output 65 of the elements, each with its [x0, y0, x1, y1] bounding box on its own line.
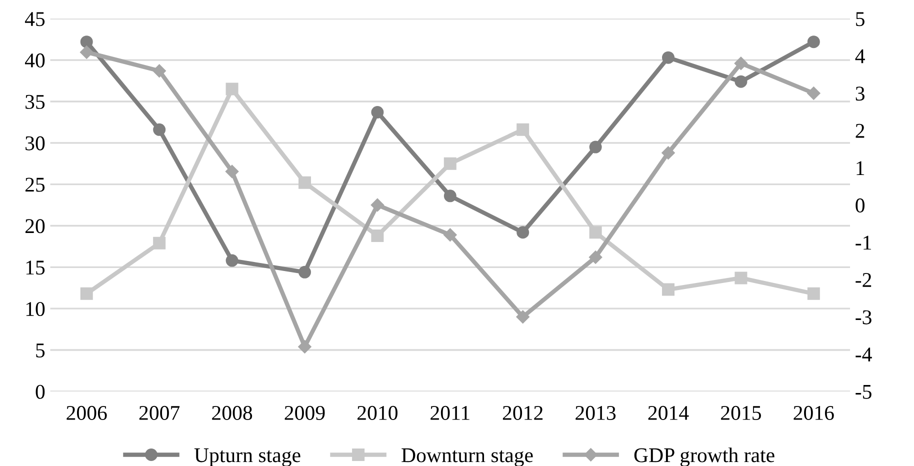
point	[807, 36, 820, 48]
point	[371, 229, 384, 242]
x-tick-label: 2010	[358, 406, 398, 420]
point	[516, 226, 530, 239]
point	[589, 140, 602, 154]
point	[298, 340, 312, 354]
x-tick-label: 2006	[66, 406, 107, 420]
y-tick-label: 5	[36, 344, 45, 358]
point	[152, 64, 166, 78]
point	[444, 157, 456, 170]
point	[370, 198, 384, 212]
point	[153, 236, 166, 250]
point	[662, 146, 675, 160]
point	[80, 287, 93, 300]
point	[516, 123, 530, 136]
y2-tick-label: 5	[856, 12, 864, 26]
y2-tick-label: 0	[856, 198, 865, 212]
y-tick-label: 25	[25, 178, 45, 192]
x-tick-label: 2011	[430, 406, 470, 420]
x-tick-label: 2012	[502, 406, 543, 420]
point	[298, 266, 311, 278]
point	[444, 190, 456, 202]
point	[589, 226, 602, 239]
point	[734, 75, 748, 88]
y2-tick-label: -1	[856, 236, 871, 250]
y-tick-label: 45	[24, 12, 45, 26]
point	[80, 46, 94, 59]
x-tick-label: 2014	[648, 406, 689, 420]
point	[588, 250, 602, 264]
x-tick-label: 2008	[212, 406, 252, 420]
y-tick-label: 35	[26, 94, 45, 109]
x-tick-label: 2015	[721, 406, 761, 420]
point	[444, 228, 457, 242]
y-tick-label: 15	[26, 260, 45, 275]
point	[226, 254, 238, 267]
point	[298, 176, 311, 189]
y2-tick-label: -3	[856, 310, 872, 324]
x-tick-label: 2007	[139, 406, 180, 420]
y2-tick-label: 1	[856, 161, 864, 175]
x-tick-label: 2013	[576, 406, 616, 420]
point	[734, 56, 748, 70]
x-tick-label: 2009	[284, 406, 325, 420]
y2-tick-label: -5	[856, 385, 872, 399]
point	[226, 82, 238, 96]
point	[153, 123, 166, 136]
y2-tick-label: 4	[855, 49, 865, 64]
y-tick-label: 40	[24, 53, 45, 68]
y2-tick-label: 3	[856, 86, 864, 101]
point	[80, 36, 93, 48]
point	[662, 283, 675, 296]
point	[734, 272, 748, 284]
y2-tick-label: -2	[856, 273, 872, 287]
y2-tick-label: -4	[856, 348, 872, 362]
y2-tick-label: 2	[856, 124, 864, 138]
x-tick-label: 2016	[794, 406, 834, 420]
y-tick-label: 0	[36, 384, 45, 399]
y-tick-label: 20	[25, 219, 45, 234]
point	[807, 287, 820, 300]
y-tick-label: 10	[26, 302, 45, 316]
point	[662, 51, 675, 64]
point	[516, 310, 530, 324]
y-tick-label: 30	[26, 136, 45, 150]
point	[807, 86, 820, 100]
point	[371, 106, 384, 119]
point	[225, 164, 239, 178]
